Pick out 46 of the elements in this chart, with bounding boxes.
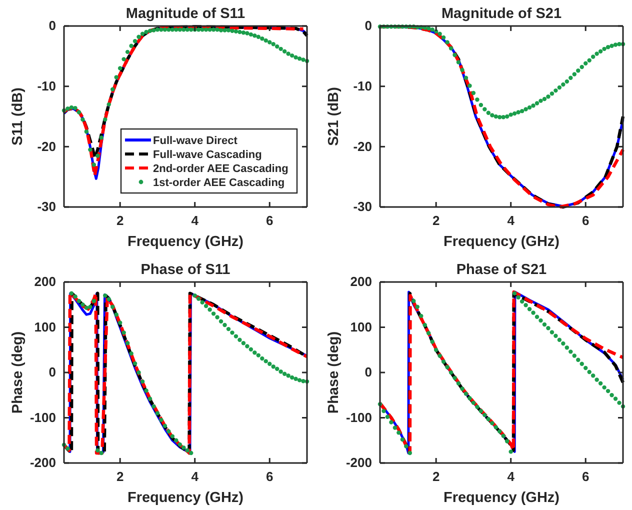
y-tick-label: 0	[364, 364, 372, 380]
y-tick-label: -20	[353, 138, 372, 154]
y-tick-label: -30	[37, 199, 56, 214]
y-tick-label: 0	[364, 18, 372, 34]
legend-label: Full-wave Direct	[153, 135, 238, 147]
chart-title: Magnitude of S11	[126, 6, 246, 22]
x-tick-label: 6	[266, 213, 274, 228]
y-tick-label: 0	[48, 18, 56, 34]
chart-title: Phase of S21	[456, 262, 547, 278]
chart-title: Magnitude of S21	[441, 6, 562, 22]
legend-label: 1st-order AEE Cascading	[153, 177, 285, 189]
x-tick-label: 4	[191, 469, 200, 484]
x-tick-label: 6	[266, 469, 274, 484]
y-tick-label: 200	[34, 274, 56, 290]
y-tick-label: -10	[37, 78, 56, 94]
y-tick-label: -200	[30, 455, 56, 470]
y-tick-label: 100	[350, 319, 372, 334]
x-tick-label: 4	[507, 469, 516, 484]
x-tick-label: 2	[116, 469, 124, 484]
x-axis-title: Frequency (GHz)	[127, 234, 244, 250]
y-tick-label: -20	[37, 138, 56, 154]
x-axis-title: Frequency (GHz)	[127, 490, 244, 506]
x-tick-label: 2	[432, 469, 440, 484]
y-tick-label: -200	[346, 455, 372, 470]
legend-label: Full-wave Cascading	[153, 149, 262, 161]
x-tick-label: 2	[432, 213, 440, 228]
x-axis-title: Frequency (GHz)	[443, 490, 560, 506]
y-axis-title: Phase (deg)	[326, 331, 342, 414]
x-tick-label: 4	[507, 213, 516, 228]
y-tick-label: -100	[346, 410, 372, 425]
y-tick-label: -10	[353, 78, 372, 94]
y-tick-label: 0	[48, 364, 56, 380]
x-tick-label: 4	[191, 213, 200, 228]
x-axis-title: Frequency (GHz)	[443, 234, 560, 250]
y-axis-title: S11 (dB)	[10, 87, 26, 146]
chart-title: Phase of S11	[140, 262, 230, 278]
y-tick-label: 100	[34, 319, 56, 334]
x-tick-label: 6	[582, 469, 590, 484]
y-tick-label: -100	[30, 410, 56, 425]
y-tick-label: -30	[353, 199, 372, 214]
y-axis-title: Phase (deg)	[10, 331, 26, 414]
x-tick-label: 2	[116, 213, 124, 228]
y-axis-title: S21 (dB)	[326, 86, 342, 146]
y-tick-label: 200	[350, 274, 372, 290]
legend-label: 2nd-order AEE Cascading	[153, 163, 288, 175]
x-tick-label: 6	[582, 213, 590, 228]
